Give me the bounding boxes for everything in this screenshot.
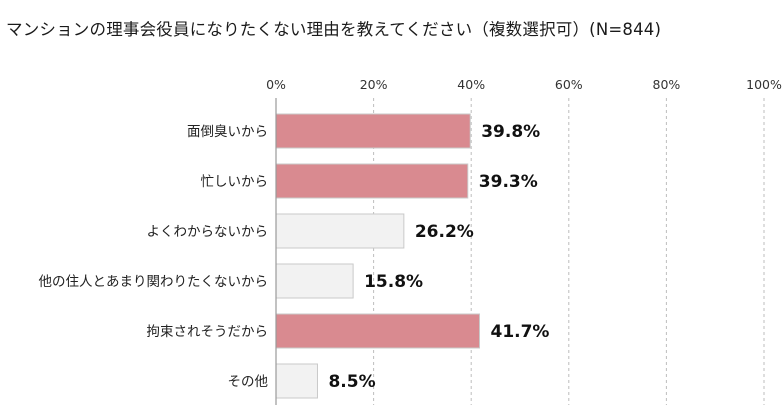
x-tick-label: 60% (555, 77, 583, 92)
x-tick-label: 100% (746, 77, 782, 92)
category-label: 他の住人とあまり関わりたくないから (39, 274, 269, 290)
bar (275, 263, 354, 299)
value-label: 15.8% (364, 272, 423, 292)
chart-title: マンションの理事会役員になりたくない理由を教えてください（複数選択可）(N=84… (6, 20, 662, 39)
value-label: 41.7% (490, 322, 549, 342)
bar (275, 313, 480, 349)
x-tick-label: 20% (360, 77, 388, 92)
x-tick-label: 40% (457, 77, 485, 92)
value-label: 8.5% (328, 372, 375, 392)
bar (275, 163, 469, 199)
bar (275, 213, 405, 249)
bar (275, 113, 471, 149)
category-label: 忙しいから (201, 174, 269, 190)
value-label: 39.3% (479, 172, 538, 192)
category-label: その他 (228, 374, 269, 390)
value-label: 26.2% (415, 222, 474, 242)
category-label: よくわからないから (147, 224, 269, 240)
value-label: 39.8% (481, 122, 540, 142)
category-label: 面倒臭いから (187, 124, 268, 140)
category-label: 拘束されそうだから (147, 324, 269, 340)
x-tick-label: 0% (266, 77, 286, 92)
x-tick-label: 80% (653, 77, 681, 92)
bar (275, 363, 318, 399)
